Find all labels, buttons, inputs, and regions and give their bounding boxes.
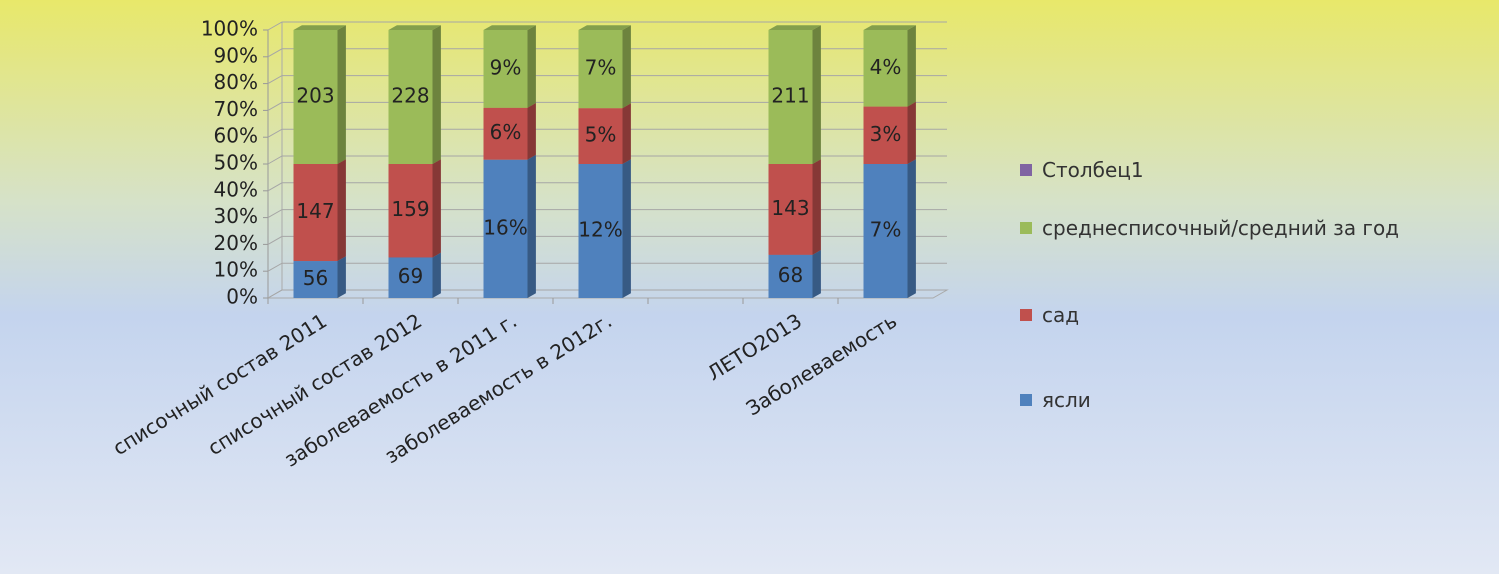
data-label: 147 xyxy=(296,199,334,223)
bar-side xyxy=(812,159,821,255)
y-tick-label: 50% xyxy=(214,151,258,175)
grid-line xyxy=(267,128,947,138)
grid-line xyxy=(267,262,947,272)
grid-line xyxy=(267,21,947,31)
legend-label: ясли xyxy=(1042,388,1091,412)
bar xyxy=(578,30,623,109)
bar xyxy=(863,106,908,164)
y-tick-label: 0% xyxy=(226,285,258,309)
grid-line xyxy=(267,48,947,58)
bar xyxy=(768,30,813,164)
y-tick-label: 100% xyxy=(201,17,258,41)
bar xyxy=(483,107,528,160)
bar xyxy=(483,159,528,298)
y-tick-label: 60% xyxy=(214,124,258,148)
bar-top xyxy=(388,25,441,30)
data-label: 12% xyxy=(578,218,622,242)
bar-side xyxy=(812,25,821,165)
legend-swatch xyxy=(1020,394,1032,406)
data-label: 3% xyxy=(870,122,902,146)
bar xyxy=(388,30,433,164)
legend-label: сад xyxy=(1042,303,1080,327)
bar xyxy=(483,30,528,108)
grid-line xyxy=(267,289,947,299)
bar xyxy=(388,164,433,258)
data-label: 68 xyxy=(778,263,803,287)
bar xyxy=(863,164,908,298)
bar xyxy=(293,164,338,262)
bar-side xyxy=(337,159,346,262)
grid-line xyxy=(267,155,947,165)
legend-entry: сад xyxy=(1042,303,1080,327)
data-label: 211 xyxy=(771,84,809,108)
legend-swatch xyxy=(1020,164,1032,176)
data-label: 159 xyxy=(391,197,429,221)
data-label: 143 xyxy=(771,196,809,220)
grid-line xyxy=(267,235,947,245)
bar-side xyxy=(812,250,821,298)
legend-entry: среднесписочный/средний за год xyxy=(1042,216,1400,240)
bar-top xyxy=(578,25,631,30)
bar xyxy=(578,164,623,298)
data-label: 6% xyxy=(490,120,522,144)
y-tick-label: 10% xyxy=(214,258,258,282)
bar-top xyxy=(768,25,821,30)
legend-label: среднесписочный/средний за год xyxy=(1042,216,1400,240)
bar-side xyxy=(622,103,631,164)
bar-side xyxy=(907,101,916,164)
bar-side xyxy=(907,159,916,298)
bar-side xyxy=(622,159,631,298)
data-label: 7% xyxy=(585,56,617,80)
bar xyxy=(863,30,908,107)
bar-side xyxy=(527,25,536,108)
y-tick-label: 70% xyxy=(214,97,258,121)
legend-entry: ясли xyxy=(1042,388,1091,412)
y-tick-label: 90% xyxy=(214,43,258,67)
data-label: 4% xyxy=(870,55,902,79)
y-tick-label: 30% xyxy=(214,204,258,228)
bar-side xyxy=(622,25,631,109)
bar-side xyxy=(337,256,346,298)
data-label: 56 xyxy=(303,266,328,290)
grid-line xyxy=(267,182,947,192)
data-label: 7% xyxy=(870,218,902,242)
data-label: 9% xyxy=(490,55,522,79)
y-tick-label: 20% xyxy=(214,231,258,255)
grid-line xyxy=(267,101,947,111)
data-label: 16% xyxy=(483,215,527,239)
y-tick-label: 40% xyxy=(214,177,258,201)
bar-side xyxy=(527,103,536,160)
bar-side xyxy=(527,154,536,298)
data-label: 228 xyxy=(391,84,429,108)
bar xyxy=(293,30,338,164)
bar xyxy=(578,108,623,164)
bar-side xyxy=(337,25,346,165)
data-label: 69 xyxy=(398,264,423,288)
bar xyxy=(388,257,433,298)
grid-line xyxy=(267,209,947,219)
bar-top xyxy=(483,25,536,30)
bar-top xyxy=(293,25,346,30)
bar-side xyxy=(432,25,441,165)
y-tick-label: 80% xyxy=(214,70,258,94)
bar-side xyxy=(432,252,441,298)
bar-side xyxy=(907,25,916,107)
legend-entry: Столбец1 xyxy=(1042,158,1144,182)
bar xyxy=(768,164,813,255)
grid-line xyxy=(267,75,947,85)
legend-swatch xyxy=(1020,222,1032,234)
bar xyxy=(293,261,338,298)
data-label: 5% xyxy=(585,123,617,147)
legend-label: Столбец1 xyxy=(1042,158,1144,182)
bar xyxy=(768,254,813,298)
data-label: 203 xyxy=(296,84,334,108)
bar-top xyxy=(863,25,916,30)
legend-swatch xyxy=(1020,309,1032,321)
bar-side xyxy=(432,159,441,258)
